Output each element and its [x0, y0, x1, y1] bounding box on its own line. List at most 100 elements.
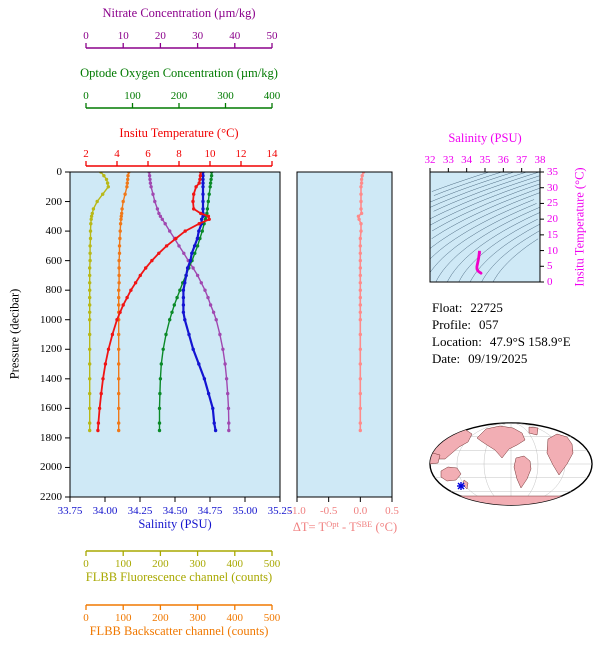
tick-label: 34: [461, 154, 473, 166]
tick-label: 15: [547, 228, 558, 241]
pressure-axis-title: Pressure (decibar): [7, 288, 22, 380]
tick-label: 35: [479, 154, 491, 166]
tick-label: 38: [534, 154, 546, 166]
tick-label: 500: [263, 612, 281, 624]
tick-label: 100: [114, 612, 132, 624]
nitrate-scale-bar: [85, 43, 273, 49]
delta-t-label-part: (°C): [372, 520, 398, 534]
tick-label: 4: [114, 148, 120, 160]
profile-number-label: Profile:: [432, 317, 471, 332]
tick-label: 400: [226, 558, 244, 570]
location-value: 47.9°S 158.9°E: [489, 334, 571, 349]
tick-label: 6: [145, 148, 151, 160]
salinity-axis-title: Salinity (PSU): [138, 517, 212, 531]
date-row: Date: 09/19/2025: [432, 352, 571, 365]
tick-label: 200: [152, 558, 169, 570]
tick-label: 34.25: [127, 505, 153, 517]
tick-label: 2000: [40, 461, 62, 474]
tick-label: 200: [45, 195, 63, 208]
tick-label: 10: [204, 148, 216, 160]
tick-label: 0: [56, 166, 63, 178]
tick-label: 34.75: [197, 505, 223, 517]
ts-temperature-axis-title: Insitu Temperature (°C): [572, 167, 587, 287]
fluorescence-scale-bar: [85, 550, 273, 556]
tick-label: 37: [516, 154, 528, 166]
tick-label: 1200: [40, 343, 62, 356]
tick-label: 0: [83, 90, 89, 102]
tick-label: 50: [266, 30, 278, 42]
nitrate-axis-title: Nitrate Concentration (µm/kg): [102, 6, 256, 20]
oxygen-axis-title: Optode Oxygen Concentration (µm/kg): [80, 66, 278, 80]
tick-label: 30: [192, 30, 204, 42]
series-temperature: [96, 172, 211, 433]
tick-label: 1600: [40, 402, 62, 415]
fluorescence-axis-title: FLBB Fluorescence channel (counts): [85, 570, 273, 584]
tick-label: 34.50: [162, 505, 188, 517]
location-row: Location: 47.9°S 158.9°E: [432, 335, 571, 348]
temperature-axis-title: Insitu Temperature (°C): [119, 126, 239, 140]
temperature-scale-bar: [85, 161, 273, 167]
series-delta-t: [356, 172, 366, 433]
tick-label: 2: [83, 148, 89, 160]
tick-label: 0: [547, 276, 553, 288]
tick-label: 100: [124, 90, 141, 102]
tick-label: 0: [83, 30, 89, 42]
delta-t-label-sup-sbe: SBE: [356, 519, 373, 529]
tick-label: -1.0: [288, 505, 306, 517]
location-label: Location:: [432, 334, 482, 349]
profile-number-value: 057: [479, 317, 499, 332]
tick-label: 2200: [40, 491, 62, 503]
tick-label: 0: [83, 558, 89, 570]
tick-label: 12: [235, 148, 247, 160]
delta-t-label-part: ΔT= T: [292, 520, 327, 534]
backscatter-scale-bar: [85, 604, 273, 610]
series-fluorescence: [88, 172, 111, 433]
ts-curve: [475, 250, 483, 275]
tick-label: 0: [83, 612, 89, 624]
tick-label: 1400: [40, 372, 62, 385]
float-info-block: Float: 22725 Profile: 057 Location: 47.9°S …: [432, 301, 571, 369]
tick-label: 1000: [40, 313, 62, 326]
tick-label: 5: [547, 260, 553, 273]
tick-label: 10: [117, 30, 129, 42]
tick-label: 30: [547, 181, 558, 194]
tick-label: 35.00: [232, 505, 258, 517]
tick-label: 10: [547, 244, 558, 257]
tick-label: 25: [547, 197, 558, 210]
tick-label: 400: [263, 90, 281, 102]
tick-label: -0.5: [319, 505, 338, 517]
tick-label: 600: [45, 254, 63, 267]
tick-label: 500: [263, 558, 281, 570]
series-backscatter: [117, 172, 131, 433]
tick-label: 8: [176, 148, 182, 160]
float-location-marker: [457, 482, 465, 490]
tick-label: 400: [45, 225, 63, 238]
tick-label: 36: [497, 154, 509, 166]
tick-label: 33.75: [57, 505, 83, 517]
float-id-value: 22725: [470, 300, 503, 315]
profile-number-row: Profile: 057: [432, 318, 571, 331]
series-salinity: [181, 172, 218, 433]
tick-label: 400: [226, 612, 244, 624]
date-value: 09/19/2025: [468, 351, 528, 366]
series-nitrate: [147, 172, 231, 433]
backscatter-axis-title: FLBB Backscatter channel (counts): [89, 624, 269, 638]
tick-label: 800: [45, 284, 63, 297]
tick-label: 33: [442, 154, 454, 166]
tick-label: 1800: [40, 431, 62, 444]
tick-label: 300: [189, 612, 206, 624]
float-id-row: Float: 22725: [432, 301, 571, 314]
world-map: [429, 422, 593, 506]
tick-label: 40: [229, 30, 241, 42]
tick-label: 300: [217, 90, 234, 102]
tick-label: 100: [114, 558, 132, 570]
float-id-label: Float:: [432, 300, 463, 315]
tick-label: 35: [547, 166, 558, 178]
tick-label: 300: [189, 558, 206, 570]
delta-t-label-part: - T: [338, 520, 357, 534]
delta-t-label-sup-opt: Opt: [326, 519, 339, 529]
tick-label: 200: [152, 612, 169, 624]
isopycnal-contours: [430, 172, 540, 282]
